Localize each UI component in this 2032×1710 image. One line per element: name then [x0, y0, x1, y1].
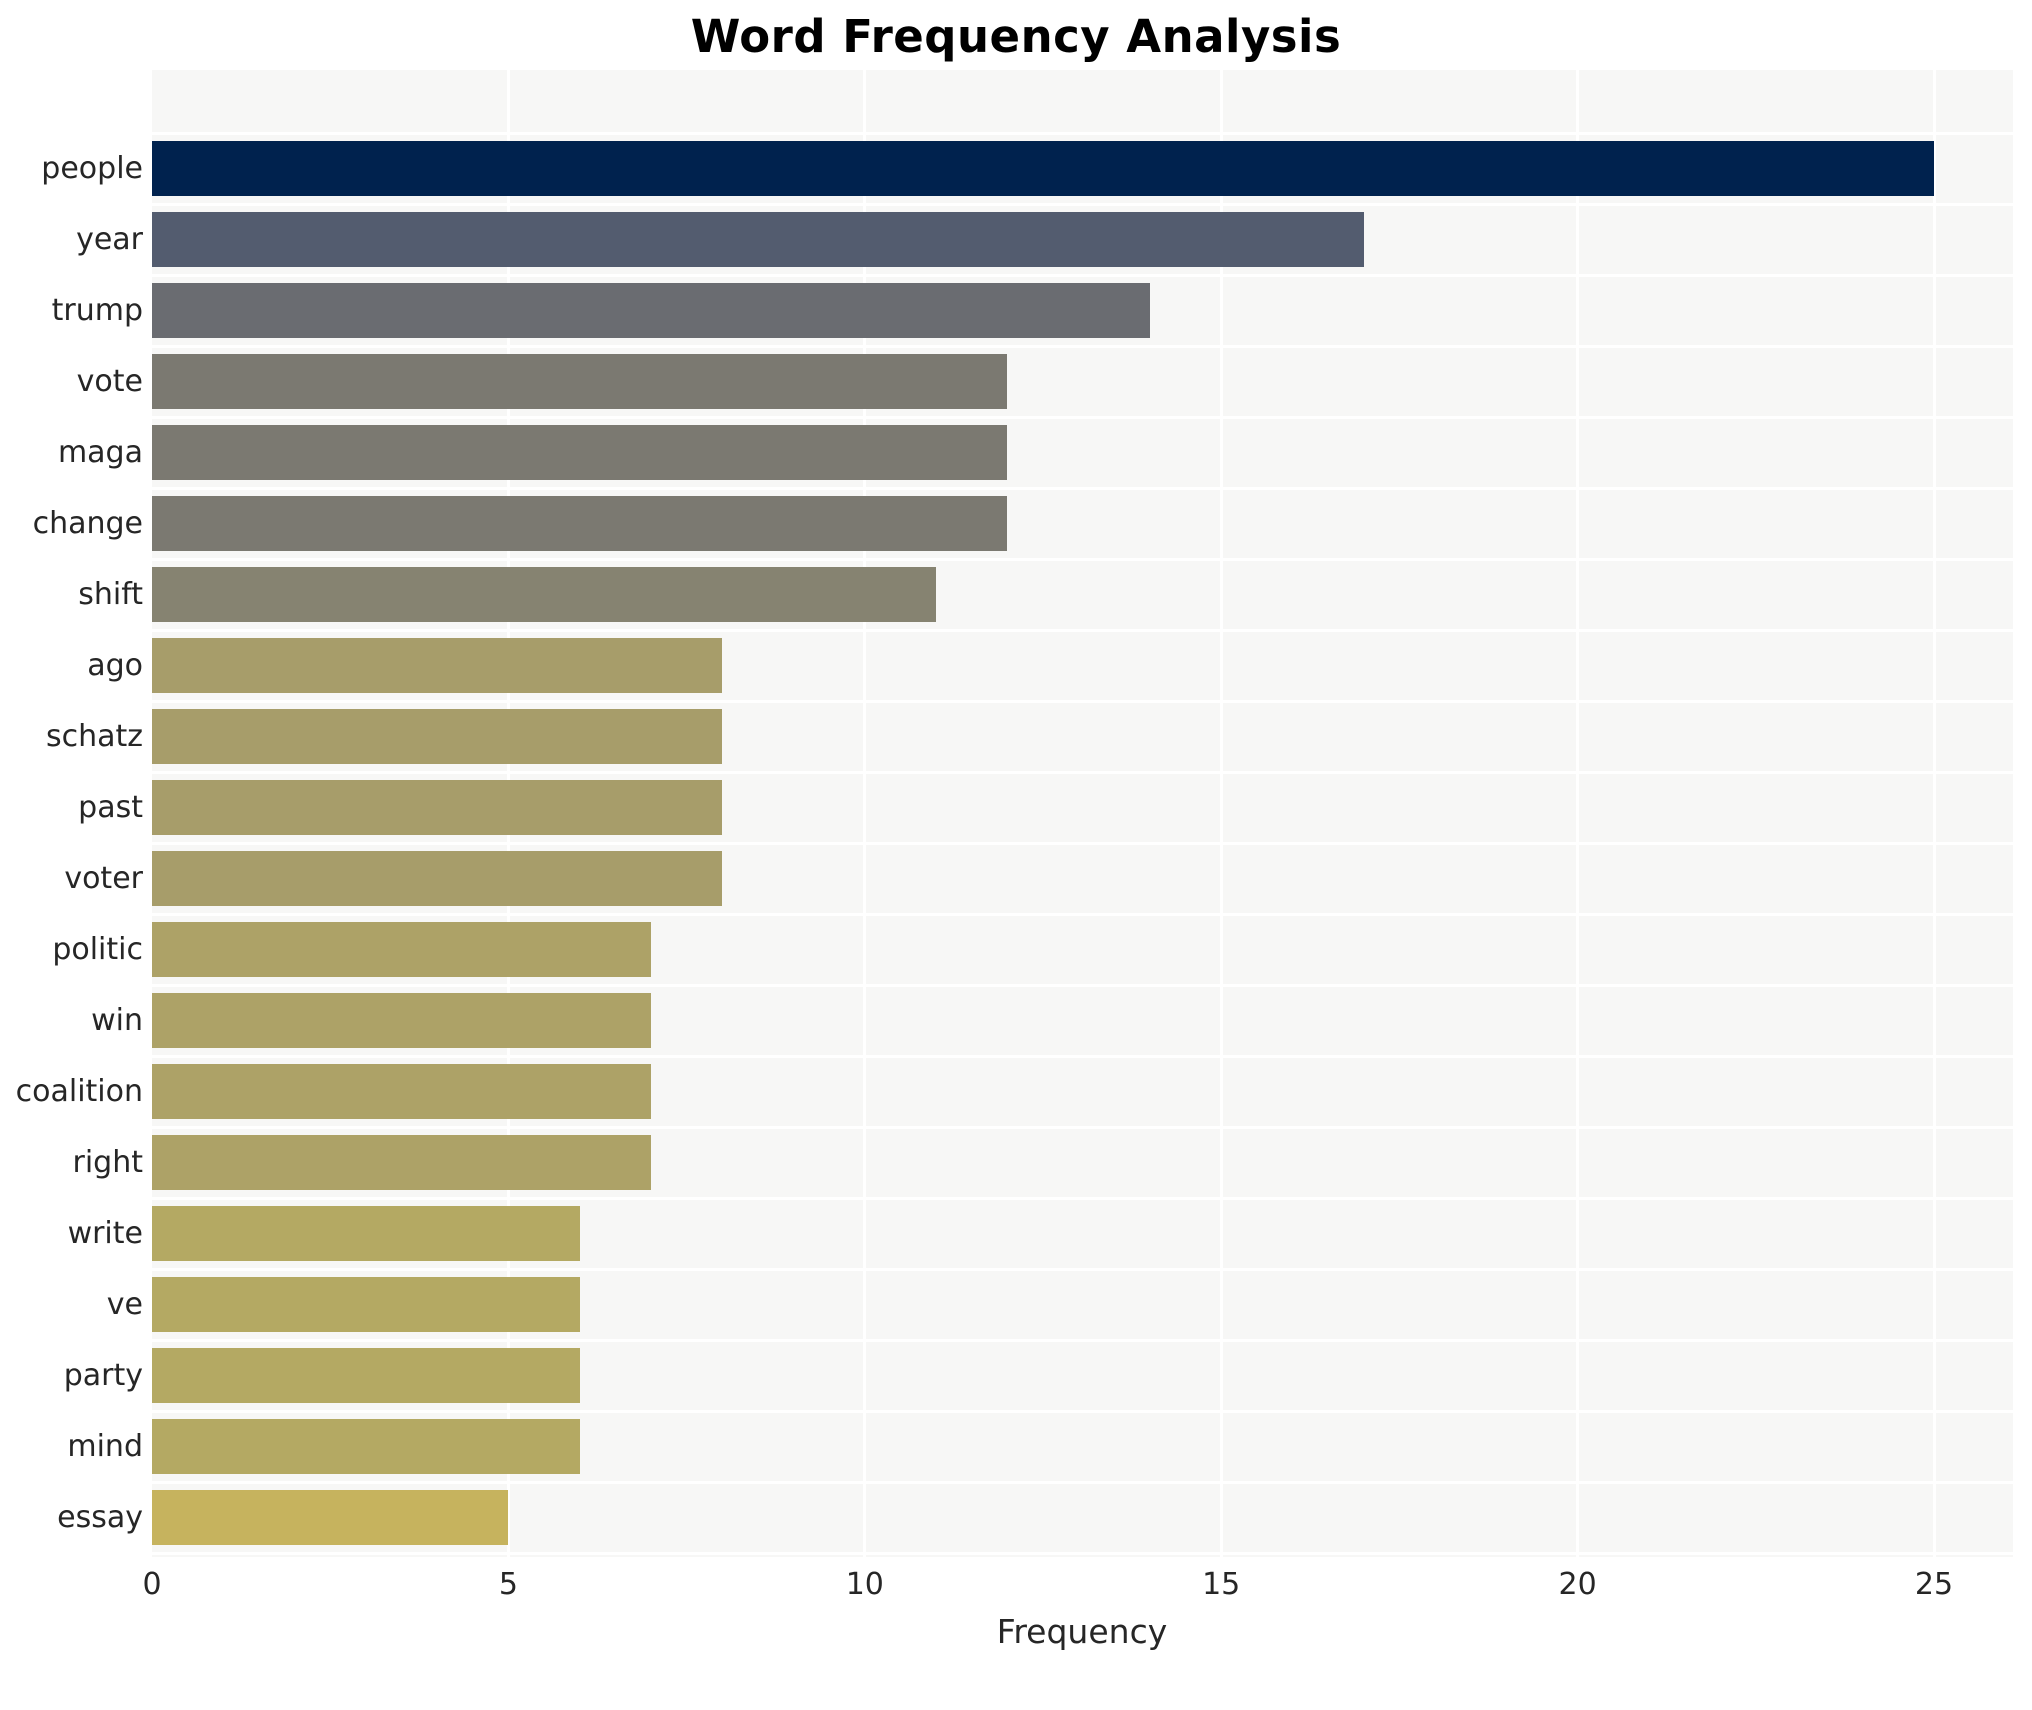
- v-gridline-25: [1932, 70, 1936, 1557]
- y-label-voter: voter: [64, 860, 143, 896]
- x-tick-10: 10: [845, 1567, 884, 1602]
- y-label-maga: maga: [57, 434, 143, 470]
- h-gridline-3: [152, 345, 2013, 348]
- x-tick-5: 5: [498, 1567, 518, 1602]
- y-label-ago: ago: [87, 647, 143, 683]
- bar-win: [152, 993, 651, 1048]
- x-tick-20: 20: [1558, 1567, 1597, 1602]
- y-label-shift: shift: [78, 576, 143, 612]
- h-gridline-10: [152, 842, 2013, 845]
- x-tick-0: 0: [142, 1567, 162, 1602]
- y-label-mind: mind: [67, 1428, 143, 1464]
- h-gridline-18: [152, 1410, 2013, 1413]
- bar-trump: [152, 283, 1150, 338]
- h-gridline-15: [152, 1197, 2013, 1200]
- h-gridline-12: [152, 984, 2013, 987]
- x-axis-label: Frequency: [996, 1612, 1168, 1651]
- h-gridline-20: [152, 1552, 2013, 1555]
- h-gridline-9: [152, 771, 2013, 774]
- h-gridline-7: [152, 629, 2013, 632]
- h-gridline-13: [152, 1055, 2013, 1058]
- v-gridline-20: [1576, 70, 1580, 1557]
- chart-title: Word Frequency Analysis: [690, 10, 1342, 63]
- bar-vote: [152, 354, 1008, 409]
- bar-past: [152, 780, 723, 835]
- bar-schatz: [152, 709, 723, 764]
- y-label-year: year: [76, 221, 143, 257]
- y-label-schatz: schatz: [45, 718, 143, 754]
- h-gridline-1: [152, 203, 2013, 206]
- bar-politic: [152, 922, 651, 977]
- bar-essay: [152, 1490, 509, 1545]
- y-label-win: win: [91, 1002, 143, 1038]
- v-gridline-10: [863, 70, 867, 1557]
- y-label-people: people: [41, 150, 143, 186]
- bar-shift: [152, 567, 937, 622]
- bar-write: [152, 1206, 580, 1261]
- y-label-politic: politic: [52, 931, 143, 967]
- bar-right: [152, 1135, 651, 1190]
- bar-mind: [152, 1419, 580, 1474]
- y-label-essay: essay: [57, 1499, 143, 1535]
- h-gridline-11: [152, 913, 2013, 916]
- y-label-change: change: [32, 505, 143, 541]
- y-label-vote: vote: [76, 363, 143, 399]
- h-gridline-0: [152, 132, 2013, 135]
- y-label-party: party: [63, 1357, 143, 1393]
- bar-party: [152, 1348, 580, 1403]
- h-gridline-5: [152, 487, 2013, 490]
- bar-ve: [152, 1277, 580, 1332]
- h-gridline-16: [152, 1268, 2013, 1271]
- h-gridline-6: [152, 558, 2013, 561]
- h-gridline-14: [152, 1126, 2013, 1129]
- bar-ago: [152, 638, 723, 693]
- y-label-trump: trump: [51, 292, 143, 328]
- y-label-ve: ve: [106, 1286, 143, 1322]
- h-gridline-8: [152, 700, 2013, 703]
- h-gridline-17: [152, 1339, 2013, 1342]
- v-gridline-15: [1219, 70, 1223, 1557]
- plot-area: [152, 70, 2013, 1557]
- h-gridline-2: [152, 274, 2013, 277]
- y-label-past: past: [78, 789, 143, 825]
- y-label-coalition: coalition: [15, 1073, 143, 1109]
- bar-voter: [152, 851, 723, 906]
- bar-year: [152, 212, 1364, 267]
- bar-coalition: [152, 1064, 651, 1119]
- bar-people: [152, 141, 1934, 196]
- y-label-write: write: [67, 1215, 143, 1251]
- h-gridline-4: [152, 416, 2013, 419]
- bar-change: [152, 496, 1008, 551]
- x-tick-25: 25: [1914, 1567, 1954, 1602]
- y-label-right: right: [72, 1144, 144, 1180]
- h-gridline-19: [152, 1481, 2013, 1484]
- x-tick-15: 15: [1202, 1567, 1241, 1602]
- bar-maga: [152, 425, 1008, 480]
